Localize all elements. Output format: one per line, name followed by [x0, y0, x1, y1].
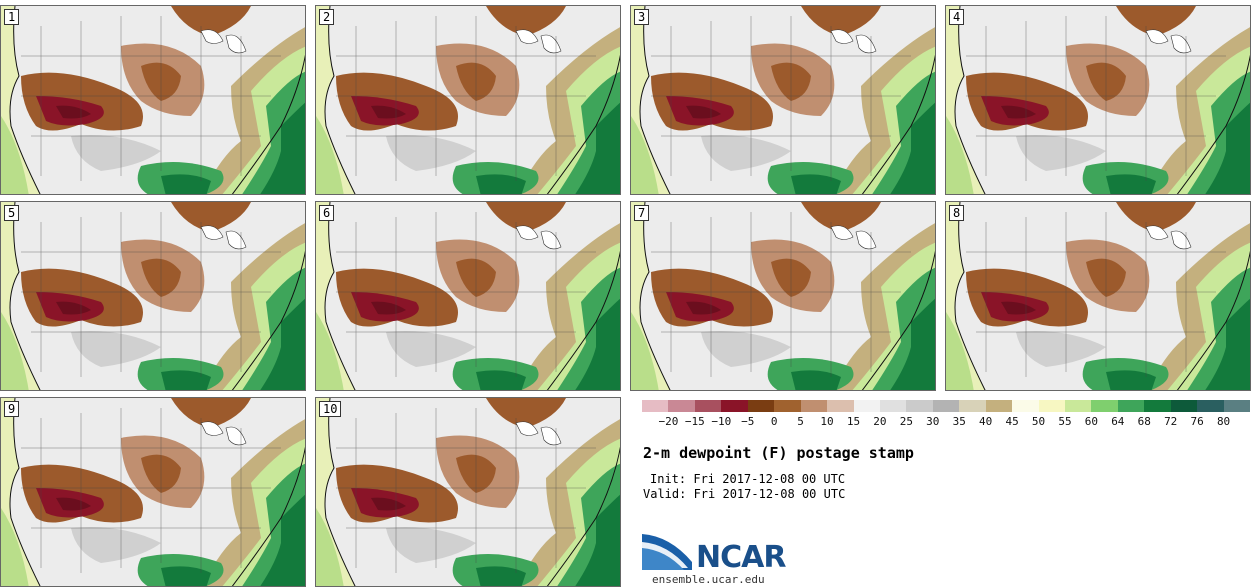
- colorbar-tick-label: 80: [1216, 415, 1231, 428]
- colorbar-swatch: [906, 400, 933, 412]
- colorbar-tick-label: 20: [873, 415, 887, 428]
- postage-stamp-panel: 8: [945, 201, 1251, 391]
- ncar-logo-text: NCAR: [696, 540, 786, 575]
- colorbar-swatch: [747, 400, 775, 412]
- colorbar-swatch: [1091, 400, 1118, 412]
- colorbar-tick-label: 30: [926, 415, 940, 428]
- panel-number: 4: [949, 9, 965, 25]
- colorbar-tick-label: −5: [741, 415, 755, 428]
- colorbar-swatch: [1170, 400, 1198, 412]
- postage-stamp-panel: 3: [630, 5, 936, 195]
- colorbar-tick-label: 68: [1137, 415, 1151, 428]
- dewpoint-map: [1, 6, 305, 194]
- colorbar-swatch: [1012, 400, 1039, 412]
- panel-number: 1: [4, 9, 20, 25]
- colorbar-tick-label: 60: [1084, 415, 1099, 428]
- dewpoint-map: [316, 202, 620, 390]
- colorbar-tick-label: 10: [820, 415, 834, 428]
- dewpoint-map: [1, 202, 305, 390]
- ncar-logo-icon: [642, 534, 692, 570]
- colorbar-labels: −20 −15 −10 −5 0 5 10 15 20 25 30 35 40 45 50 55 60 64 68 7…: [632, 415, 1260, 429]
- dewpoint-map: [631, 6, 935, 194]
- panel-number: 5: [4, 205, 20, 221]
- dewpoint-map: [316, 398, 620, 586]
- colorbar-tick-label: 0: [770, 415, 778, 428]
- colorbar-swatch: [1038, 400, 1065, 412]
- postage-stamp-panel: 9: [0, 397, 306, 587]
- postage-stamp-panel: 10: [315, 397, 621, 587]
- postage-stamp-panel: 6: [315, 201, 621, 391]
- plot-title: 2-m dewpoint (F) postage stamp: [643, 444, 914, 462]
- panel-number: 8: [949, 205, 965, 221]
- colorbar-swatch: [1223, 400, 1251, 412]
- colorbar-tick-label: 25: [899, 415, 913, 428]
- colorbar-tick-label: 55: [1058, 415, 1072, 428]
- colorbar: [642, 400, 1251, 412]
- colorbar-tick-label: −15: [684, 415, 705, 428]
- colorbar-tick-label: 40: [979, 415, 993, 428]
- postage-stamp-panel: 1: [0, 5, 306, 195]
- dewpoint-map: [946, 6, 1250, 194]
- colorbar-tick-label: 5: [797, 415, 804, 428]
- dewpoint-map: [316, 6, 620, 194]
- colorbar-swatch: [932, 400, 960, 412]
- colorbar-swatch: [959, 400, 986, 412]
- colorbar-swatch: [668, 400, 695, 412]
- panel-number: 10: [319, 401, 342, 417]
- colorbar-tick-label: 45: [1005, 415, 1019, 428]
- colorbar-swatch: [1117, 400, 1145, 412]
- colorbar-tick-label: 72: [1164, 415, 1178, 428]
- colorbar-tick-label: 64: [1111, 415, 1125, 428]
- dewpoint-map: [1, 398, 305, 586]
- colorbar-swatch: [879, 400, 907, 412]
- colorbar-swatch: [721, 400, 748, 412]
- colorbar-tick-label: 35: [952, 415, 966, 428]
- panel-number: 9: [4, 401, 20, 417]
- colorbar-swatch: [642, 400, 669, 412]
- postage-stamp-panel: 2: [315, 5, 621, 195]
- colorbar-tick-label: −10: [711, 415, 732, 428]
- colorbar-tick-label: 50: [1031, 415, 1046, 428]
- colorbar-swatch: [800, 400, 828, 412]
- site-url: ensemble.ucar.edu: [652, 573, 765, 586]
- panel-number: 2: [319, 9, 335, 25]
- colorbar-tick-label: −20: [658, 415, 679, 428]
- colorbar-swatch: [1065, 400, 1092, 412]
- colorbar-swatch: [774, 400, 801, 412]
- valid-time: Valid: Fri 2017-12-08 00 UTC: [643, 487, 846, 501]
- postage-stamp-panel: 5: [0, 201, 306, 391]
- colorbar-swatch: [985, 400, 1013, 412]
- dewpoint-map: [631, 202, 935, 390]
- colorbar-tick-label: 15: [846, 415, 861, 428]
- colorbar-swatch: [1144, 400, 1171, 412]
- postage-stamp-panel: 4: [945, 5, 1251, 195]
- init-time: Init: Fri 2017-12-08 00 UTC: [650, 472, 846, 486]
- dewpoint-map: [946, 202, 1250, 390]
- postage-stamp-panel: 7: [630, 201, 936, 391]
- colorbar-swatch: [1197, 400, 1224, 412]
- colorbar-swatch: [827, 400, 854, 412]
- colorbar-swatch: [694, 400, 722, 412]
- panel-number: 6: [319, 205, 335, 221]
- colorbar-swatch: [853, 400, 880, 412]
- colorbar-tick-label: 76: [1190, 415, 1204, 428]
- panel-number: 7: [634, 205, 650, 221]
- panel-number: 3: [634, 9, 650, 25]
